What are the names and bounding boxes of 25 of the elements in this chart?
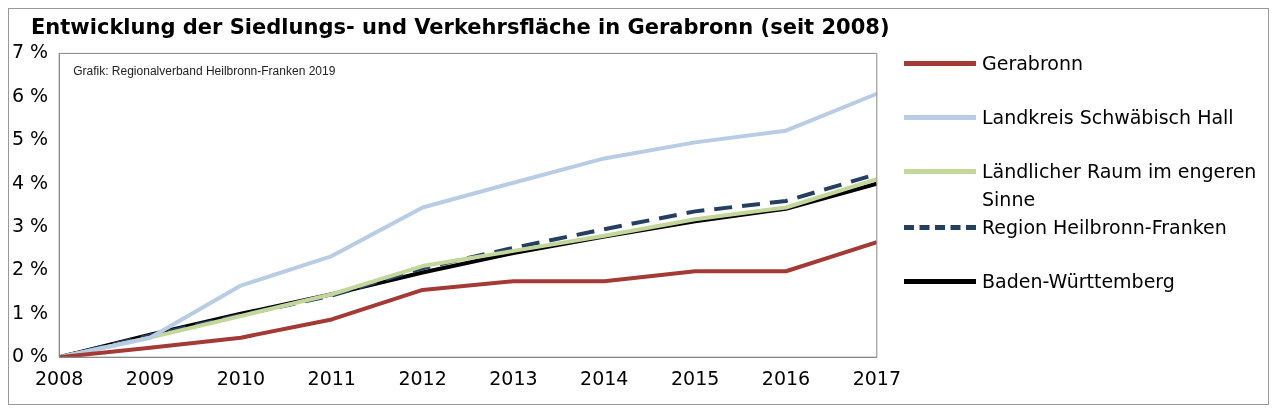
legend-label: Region Heilbronn-Franken — [982, 215, 1227, 240]
y-tick-label: 0 % — [11, 344, 49, 367]
legend-label: Landkreis Schwäbisch Hall — [982, 105, 1234, 130]
y-tick-label: 7 % — [11, 40, 49, 63]
x-tick-label: 2015 — [670, 366, 720, 389]
x-tick-label: 2017 — [852, 366, 901, 389]
y-tick-label: 1 % — [11, 300, 49, 323]
x-tick-label: 2013 — [489, 366, 538, 389]
y-tick-label: 5 % — [11, 127, 49, 150]
x-tick-label: 2011 — [307, 366, 356, 389]
legend-label: Baden-Württemberg — [982, 269, 1175, 294]
y-tick-label: 2 % — [11, 257, 49, 280]
y-tick-label: 4 % — [11, 170, 49, 193]
legend-label: Ländlicher Raum im engeren Sinne — [982, 159, 1258, 212]
x-tick-label: 2009 — [125, 366, 175, 389]
x-tick-label: 2014 — [580, 366, 629, 389]
x-tick-label: 2010 — [216, 366, 266, 389]
legend-label: Gerabronn — [982, 51, 1084, 76]
chart-title: Entwicklung der Siedlungs- und Verkehrsfläche in Gerabronn (seit 2008) — [30, 14, 891, 39]
x-tick-label: 2012 — [398, 366, 447, 389]
y-tick-label: 3 % — [11, 213, 49, 236]
x-tick-label: 2016 — [761, 366, 811, 389]
y-tick-label: 6 % — [11, 83, 49, 106]
annotation: Grafik: Regionalverband Heilbronn-Franken 2019 — [73, 63, 336, 78]
x-tick-label: 2008 — [35, 366, 84, 389]
